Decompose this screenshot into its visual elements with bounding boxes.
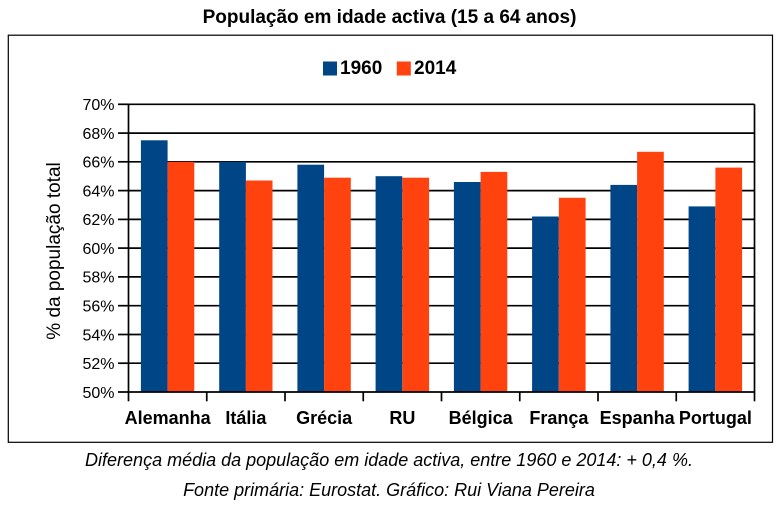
svg-text:Alemanha: Alemanha: [125, 408, 212, 428]
svg-text:66%: 66%: [82, 155, 114, 172]
svg-text:Bélgica: Bélgica: [449, 408, 514, 428]
svg-text:Portugal: Portugal: [679, 408, 752, 428]
svg-text:68%: 68%: [82, 126, 114, 143]
svg-text:% da população total: % da população total: [44, 162, 65, 339]
svg-text:Fonte primária: Eurostat. Gráf: Fonte primária: Eurostat. Gráfico: Rui V…: [183, 480, 595, 500]
svg-text:64%: 64%: [82, 183, 114, 200]
svg-text:Itália: Itália: [225, 408, 267, 428]
svg-text:62%: 62%: [82, 212, 114, 229]
svg-text:Grécia: Grécia: [296, 408, 353, 428]
svg-text:60%: 60%: [82, 241, 114, 258]
svg-text:58%: 58%: [82, 270, 114, 287]
svg-text:População em idade activa (15: População em idade activa (15 a 64 anos): [203, 7, 577, 28]
svg-text:Diferença média da população e: Diferença média da população em idade ac…: [85, 450, 693, 470]
svg-text:70%: 70%: [82, 97, 114, 114]
svg-text:1960: 1960: [340, 58, 382, 79]
svg-text:56%: 56%: [82, 299, 114, 316]
svg-text:2014: 2014: [414, 58, 457, 79]
svg-text:52%: 52%: [82, 356, 114, 373]
svg-text:50%: 50%: [82, 385, 114, 402]
svg-text:RU: RU: [389, 408, 415, 428]
svg-text:54%: 54%: [82, 327, 114, 344]
svg-text:Espanha: Espanha: [600, 408, 676, 428]
svg-text:França: França: [529, 408, 589, 428]
